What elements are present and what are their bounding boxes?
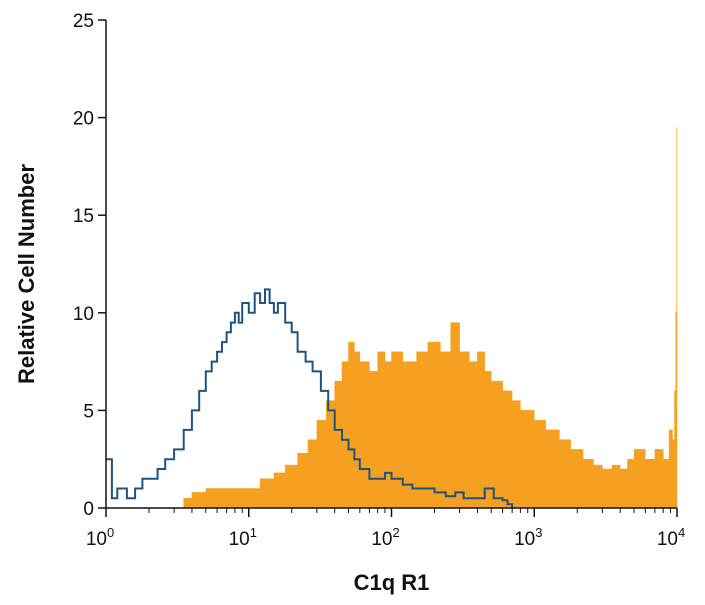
- series-0-area: [183, 127, 678, 509]
- plot-area: [106, 127, 678, 509]
- x-tick-label: 101: [229, 525, 257, 550]
- y-axis-title: Relative Cell Number: [14, 164, 39, 385]
- y-tick-label: 15: [73, 206, 94, 227]
- series-1-line: [106, 288, 514, 508]
- y-tick-label: 25: [73, 11, 94, 32]
- x-axis-title: C1q R1: [354, 570, 430, 595]
- x-tick-label: 102: [371, 525, 399, 550]
- y-tick-label: 10: [73, 304, 94, 325]
- y-tick-label: 5: [83, 401, 94, 422]
- y-tick-label: 20: [73, 109, 94, 130]
- x-tick-label: 100: [86, 525, 114, 550]
- x-tick-label: 104: [657, 525, 685, 550]
- ticks: 0 5 10 15 20 25 100 101 102 103 104: [73, 11, 685, 550]
- x-tick-label: 103: [514, 525, 542, 550]
- y-tick-label: 0: [83, 499, 94, 520]
